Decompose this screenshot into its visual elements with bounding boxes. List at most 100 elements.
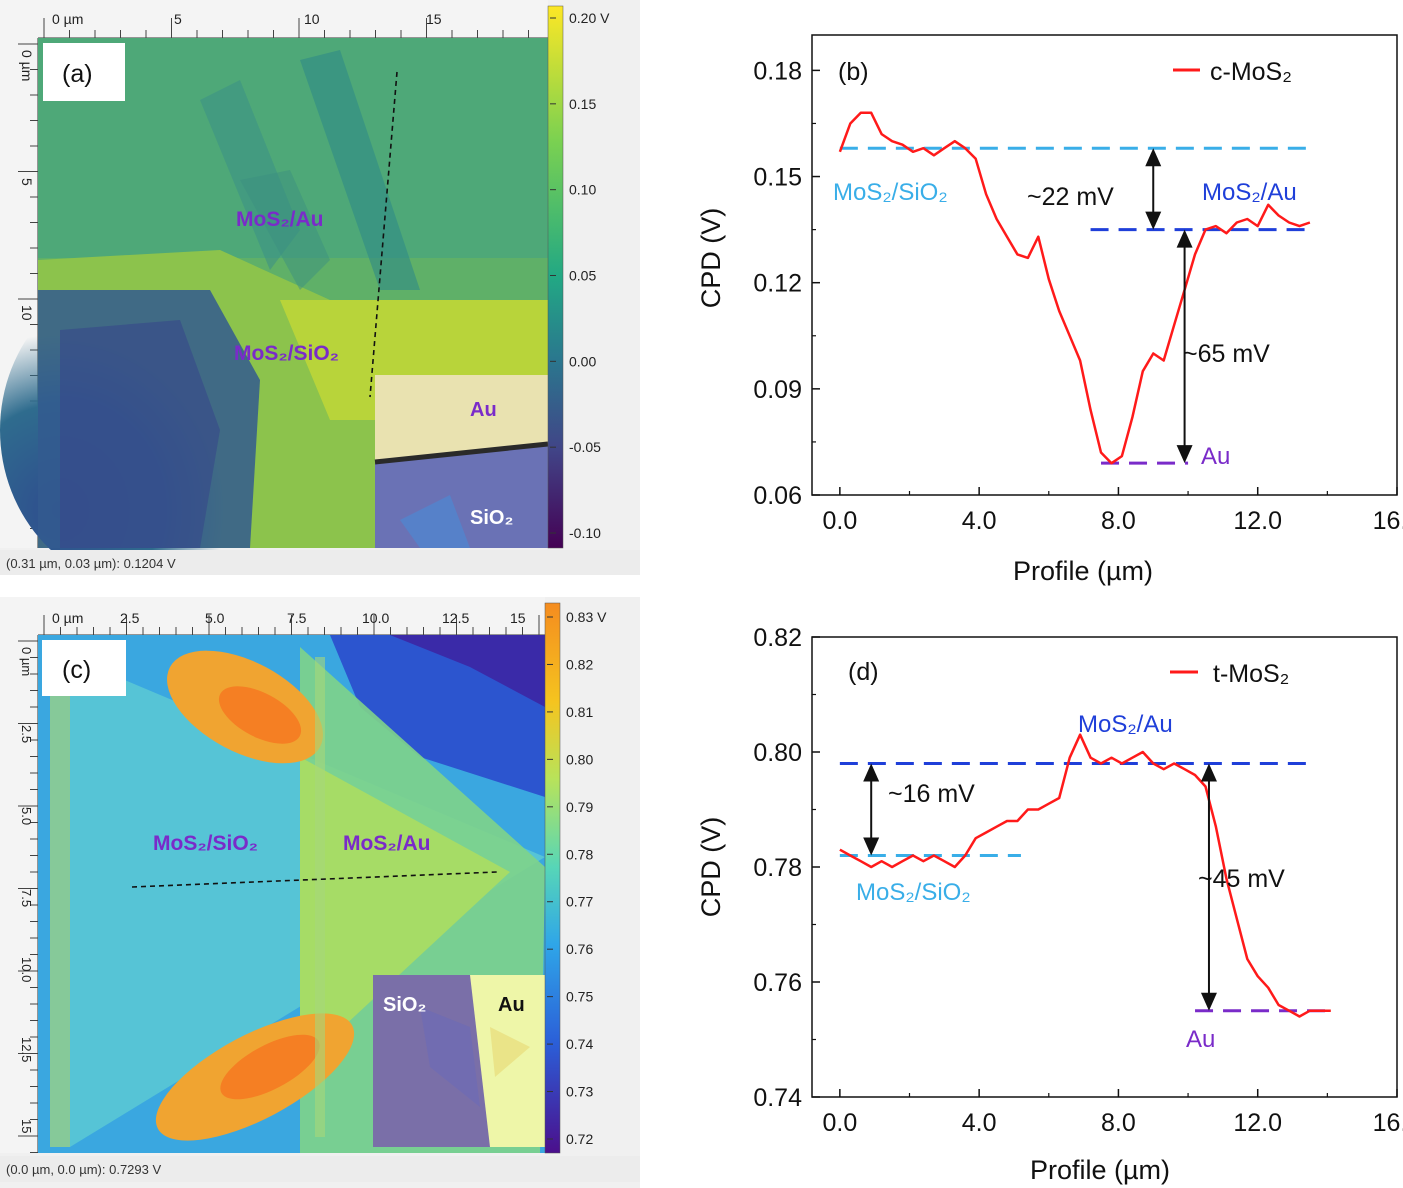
y-tick-label: 0.74 <box>753 1084 802 1112</box>
label-mos2-sio2: MoS₂/SiO₂ <box>234 342 339 365</box>
ruler-y-label: 12.5 <box>19 1037 34 1062</box>
x-tick-label: 0.0 <box>822 507 857 535</box>
kpfm-map-c: 0 µm 2.5 5.0 7.5 10.0 12.5 15 0 µm 2.5 5… <box>0 597 640 1188</box>
y-tick-label: 0.09 <box>753 376 802 404</box>
ruler-x-label: 0 µm <box>52 11 83 27</box>
delta-annotation: ~45 mV <box>1198 865 1285 893</box>
colorbar-tick-label: -0.10 <box>569 525 601 541</box>
ruler-x-label: 12.5 <box>442 610 469 626</box>
ruler-y-label: 15 <box>19 1119 34 1133</box>
y-tick-label: 0.76 <box>753 969 802 997</box>
colorbar-tick-label: 0.10 <box>569 182 596 198</box>
delta-arrow-head <box>1145 211 1162 230</box>
x-axis-title: Profile (µm) <box>1030 1155 1170 1185</box>
legend-d: t-MoS₂ <box>1170 660 1289 688</box>
label-mos2-au: MoS₂/Au <box>236 208 324 231</box>
legend-entry: t-MoS₂ <box>1213 660 1289 688</box>
y-tick-label: 0.06 <box>753 482 802 510</box>
ruler-x-label: 10 <box>304 11 320 27</box>
ruler-x-label: 10.0 <box>362 610 389 626</box>
kpfm-map-a: 0 µm 5 10 15 0 µm 5 10 15 Au SiO₂ MoS₂/A… <box>0 0 640 575</box>
delta-arrow-head <box>863 763 880 782</box>
series-line <box>838 111 1311 465</box>
potential-map-c <box>38 635 545 1153</box>
delta-annotation: ~65 mV <box>1183 340 1270 368</box>
y-tick-label: 0.12 <box>753 270 802 298</box>
ruler-x-ticks-a <box>43 18 529 38</box>
x-tick-label: 8.0 <box>1101 507 1136 535</box>
x-tick-label: 16.0 <box>1373 507 1403 535</box>
y-axis-title: CPD (V) <box>696 208 726 309</box>
ruler-x-label: 15 <box>510 610 526 626</box>
label-sio2-inset: SiO₂ <box>383 994 426 1016</box>
profile-line-a <box>369 71 398 398</box>
reference-line-label: MoS₂/SiO₂ <box>833 179 948 206</box>
panel-letter-b: (b) <box>838 58 869 86</box>
y-axis-title: CPD (V) <box>696 817 726 918</box>
colorbar-c <box>544 602 561 1154</box>
colorbar-tick-label: 0.15 <box>569 96 596 112</box>
panel-letter-a: (a) <box>62 60 93 88</box>
cpd-profile-chart-d: CPD (V) Profile (µm) (d) t-MoS₂ 0.0 4.0 8.… <box>696 624 1403 1185</box>
ruler-x-label: 0 µm <box>52 610 83 626</box>
ruler-y-label: 5 <box>19 178 35 186</box>
delta-arrow-head <box>863 837 880 856</box>
colorbar-tick-label: 0.73 <box>566 1084 593 1100</box>
legend-entry: c-MoS₂ <box>1210 58 1292 86</box>
label-au-inset: Au <box>498 994 525 1016</box>
ruler-x-label: 15 <box>426 11 442 27</box>
panel-letter-d: (d) <box>848 658 879 686</box>
reference-line-label: Au <box>1201 443 1230 470</box>
y-tick-label: 0.78 <box>753 854 802 882</box>
ruler-y-label: 0 µm <box>19 50 35 81</box>
reference-line-label: Au <box>1186 1026 1215 1053</box>
delta-annotation: ~16 mV <box>888 780 975 808</box>
x-tick-label: 0.0 <box>822 1109 857 1137</box>
colorbar-tick-label: 0.75 <box>566 989 593 1005</box>
ruler-x-ticks-c <box>43 615 540 635</box>
y-tick-label: 0.80 <box>753 739 802 767</box>
reference-line-label: MoS₂/Au <box>1202 179 1297 206</box>
delta-arrow-head <box>1200 992 1217 1011</box>
profile-line-c <box>131 871 498 888</box>
label-mos2-au: MoS₂/Au <box>343 832 431 855</box>
x-tick-label: 12.0 <box>1233 1109 1282 1137</box>
ruler-y-label: 2.5 <box>19 725 34 743</box>
delta-arrow-head <box>1176 445 1193 464</box>
cursor-readout-a: (0.31 µm, 0.03 µm): 0.1204 V <box>6 556 176 571</box>
ruler-y-label: 10 <box>19 305 35 321</box>
series-line <box>839 733 1331 1018</box>
delta-arrow-head <box>1145 148 1162 167</box>
ruler-x-label: 5.0 <box>205 610 225 626</box>
reference-line-label: MoS₂/SiO₂ <box>856 879 971 906</box>
colorbar-tick-label: 0.81 <box>566 704 593 720</box>
ruler-y-label: 0 µm <box>19 647 34 676</box>
colorbar-tick-label: 0.74 <box>566 1036 593 1052</box>
ruler-x-label: 5 <box>174 11 182 27</box>
delta-arrow-head <box>1176 229 1193 248</box>
delta-annotation: ~22 mV <box>1027 183 1114 211</box>
ruler-x-label: 7.5 <box>287 610 307 626</box>
panel-letter-c: (c) <box>62 656 91 684</box>
optical-inset-c <box>373 975 545 1147</box>
ruler-y-label: 10.0 <box>19 957 34 982</box>
colorbar-tick-label: 0.05 <box>569 268 596 284</box>
x-tick-label: 12.0 <box>1233 507 1282 535</box>
ruler-x-label: 2.5 <box>120 610 140 626</box>
colorbar-tick-label: 0.20 V <box>569 10 610 26</box>
colorbar-tick-label: 0.83 V <box>566 609 607 625</box>
y-tick-label: 0.18 <box>753 57 802 85</box>
plot-frame <box>811 34 1398 496</box>
reference-line-label: MoS₂/Au <box>1078 711 1173 738</box>
cursor-readout-c: (0.0 µm, 0.0 µm): 0.7293 V <box>6 1162 161 1177</box>
colorbar-a <box>547 5 564 549</box>
colorbar-tick-label: 0.79 <box>566 799 593 815</box>
x-tick-label: 4.0 <box>962 507 997 535</box>
delta-arrow-head <box>1200 763 1217 782</box>
colorbar-tick-label: 0.76 <box>566 941 593 957</box>
cpd-profile-chart-b: CPD (V) Profile (µm) (b) c-MoS₂ 0.0 4.0 8.… <box>696 34 1403 586</box>
legend-b: c-MoS₂ <box>1173 58 1292 86</box>
label-sio2-inset: SiO₂ <box>470 507 513 529</box>
colorbar-tick-label: 0.80 <box>566 751 593 767</box>
ruler-y-label: 5.0 <box>19 807 34 825</box>
